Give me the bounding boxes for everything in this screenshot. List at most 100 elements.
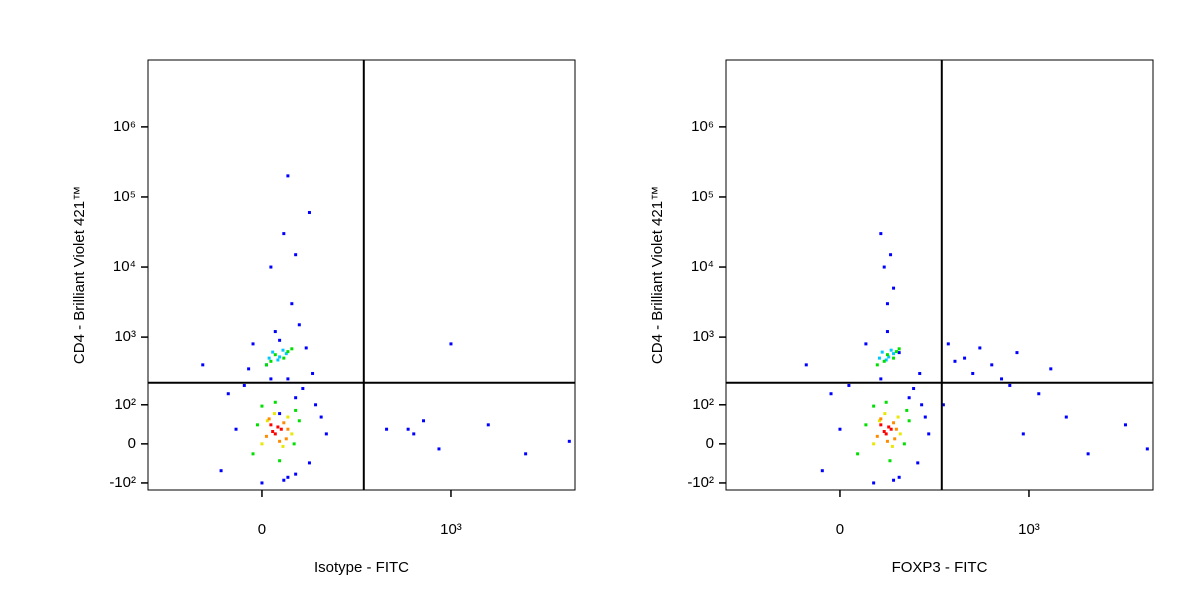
y-tick-label: 10⁵ xyxy=(691,188,714,205)
event-dot xyxy=(278,439,282,443)
event-dot xyxy=(251,342,255,346)
event-dot xyxy=(897,475,901,479)
event-dot xyxy=(437,447,441,451)
event-dot xyxy=(1037,392,1041,396)
event-dot xyxy=(1015,351,1019,355)
event-dot xyxy=(281,348,285,352)
event-dot xyxy=(219,469,223,473)
event-dot xyxy=(897,347,901,351)
event-dot xyxy=(1000,377,1004,381)
event-dot xyxy=(872,481,876,485)
event-dot xyxy=(885,330,889,334)
event-dot xyxy=(1064,415,1068,419)
event-dot xyxy=(864,423,868,427)
event-dot xyxy=(297,419,301,423)
event-dot xyxy=(286,174,290,178)
event-dot xyxy=(282,421,286,425)
event-dot xyxy=(907,396,911,400)
event-dot xyxy=(273,353,277,357)
event-dot xyxy=(884,400,888,404)
event-dot xyxy=(892,352,896,356)
event-dot xyxy=(286,427,290,431)
event-dot xyxy=(885,439,889,443)
y-tick-label: 10² xyxy=(692,396,714,413)
event-dot xyxy=(290,432,294,436)
event-dot xyxy=(422,419,426,423)
event-dot xyxy=(271,430,275,434)
event-dot xyxy=(879,377,883,381)
event-dot xyxy=(301,387,305,391)
event-dot xyxy=(889,253,893,257)
y-tick-label: 10² xyxy=(114,396,136,413)
event-dot xyxy=(286,350,290,354)
event-dot xyxy=(412,432,416,436)
event-dot xyxy=(1008,383,1012,387)
event-dot xyxy=(893,437,897,441)
event-dot xyxy=(882,359,886,363)
event-dot xyxy=(884,358,888,362)
event-dot xyxy=(884,432,888,436)
y-axis-title: CD4 - Brilliant Violet 421™ xyxy=(71,186,88,364)
event-dot xyxy=(282,478,286,482)
event-dot xyxy=(918,371,922,375)
event-dot xyxy=(872,404,876,408)
event-dot xyxy=(892,356,896,360)
event-dot xyxy=(276,425,280,429)
event-dot xyxy=(294,396,298,400)
event-dot xyxy=(307,461,311,465)
event-dot xyxy=(524,452,528,456)
y-tick-label: 10⁶ xyxy=(113,118,136,135)
event-dot xyxy=(882,430,886,434)
event-dot xyxy=(894,427,898,431)
event-dot xyxy=(247,367,251,371)
event-dot xyxy=(804,363,808,367)
event-dot xyxy=(990,363,994,367)
event-dot xyxy=(879,423,883,427)
event-dot xyxy=(963,356,967,360)
y-axis-title: CD4 - Brilliant Violet 421™ xyxy=(649,186,666,364)
event-dot xyxy=(278,355,282,359)
event-dot xyxy=(829,392,833,396)
event-dot xyxy=(319,415,323,419)
event-dot xyxy=(953,359,957,363)
event-dot xyxy=(297,323,301,327)
y-tick-label: -10² xyxy=(109,474,136,491)
event-dot xyxy=(234,427,238,431)
event-dot xyxy=(880,350,884,354)
event-dot xyxy=(242,383,246,387)
event-dot xyxy=(885,302,889,306)
event-dot xyxy=(267,356,271,360)
event-dot xyxy=(273,432,277,436)
event-dot xyxy=(879,417,883,421)
event-dot xyxy=(889,348,893,352)
event-dot xyxy=(890,444,894,448)
event-dot xyxy=(912,387,916,391)
event-dot xyxy=(260,481,264,485)
event-dot xyxy=(927,432,931,436)
event-dot xyxy=(916,461,920,465)
event-dot xyxy=(1123,423,1127,427)
event-dot xyxy=(898,432,902,436)
event-dot xyxy=(897,351,901,355)
event-dot xyxy=(311,371,315,375)
event-dot xyxy=(294,408,298,412)
event-dot xyxy=(847,383,851,387)
event-dot xyxy=(1145,447,1149,451)
event-dot xyxy=(875,363,879,367)
event-dot xyxy=(820,469,824,473)
event-dot xyxy=(269,265,273,269)
event-dot xyxy=(978,346,982,350)
event-dot xyxy=(920,403,924,407)
event-dot xyxy=(292,442,296,446)
x-tick-label: 0 xyxy=(258,521,266,538)
event-dot xyxy=(449,342,453,346)
y-tick-label: 10⁶ xyxy=(691,118,714,135)
event-dot xyxy=(324,432,328,436)
event-dot xyxy=(286,475,290,479)
event-dot xyxy=(385,427,389,431)
event-dot xyxy=(946,342,950,346)
event-dot xyxy=(265,419,269,423)
x-tick-label: 10³ xyxy=(440,521,462,538)
event-dot xyxy=(294,472,298,476)
event-dot xyxy=(286,415,290,419)
